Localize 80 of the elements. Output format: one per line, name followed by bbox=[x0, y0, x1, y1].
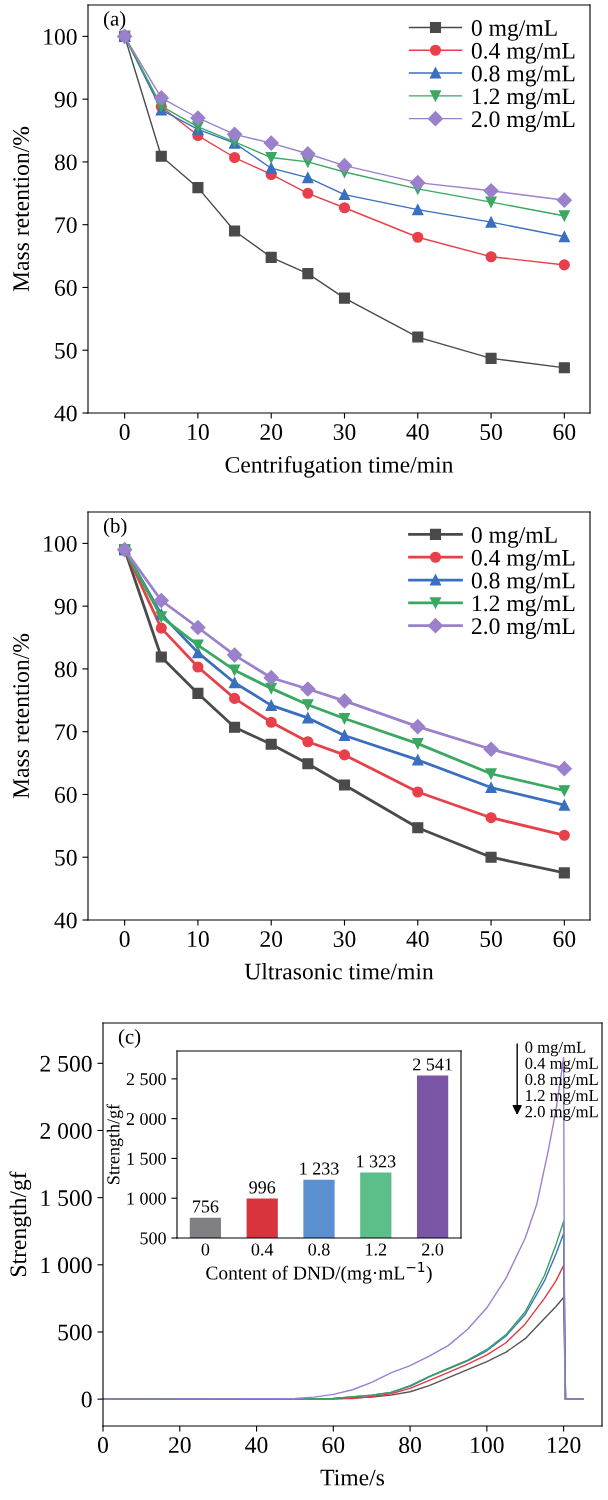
annotation: (a) bbox=[103, 11, 126, 31]
y-axis-title: Strength/gf bbox=[9, 1171, 32, 1277]
legend-label: 0.4 mg/mL bbox=[471, 42, 575, 64]
x-tick-label: 20 bbox=[260, 424, 283, 441]
legend-label: 2.0 mg/mL bbox=[471, 618, 575, 639]
x-tick-label: 50 bbox=[480, 931, 502, 948]
x-tick-label: 120 bbox=[547, 1437, 581, 1454]
y-tick-label: 90 bbox=[54, 91, 77, 108]
annotation: (b) bbox=[103, 518, 127, 538]
x-tick-label: 10 bbox=[188, 931, 209, 948]
y-tick-label: 40 bbox=[54, 405, 77, 422]
x-tick-label: 30 bbox=[333, 424, 356, 441]
x-tick-label: 0 bbox=[98, 1437, 108, 1454]
x-tick-label: 40 bbox=[245, 1437, 268, 1454]
y-axis-title: Mass retention/% bbox=[13, 126, 30, 292]
y-tick-label: 2 000 bbox=[40, 1122, 92, 1139]
legend-label: 0.8 mg/mL bbox=[471, 572, 575, 594]
x-axis-title: Content of DND/(mg·mL$^{−1}$) bbox=[206, 1262, 432, 1284]
y-tick-label: 500 bbox=[140, 1232, 166, 1245]
data-label: 1 323 bbox=[357, 1155, 396, 1168]
x-tick-label: 20 bbox=[260, 931, 283, 948]
x-tick-label: 40 bbox=[406, 931, 429, 948]
x-axis-title: Time/s bbox=[320, 1469, 385, 1486]
y-tick-label: 70 bbox=[55, 217, 77, 234]
y-tick-label: 40 bbox=[54, 912, 77, 929]
y-axis-title: Strength/gf bbox=[106, 1103, 124, 1184]
y-tick-label: 70 bbox=[55, 724, 77, 741]
y-tick-label: 100 bbox=[44, 28, 77, 45]
x-tick-label: 1.2 bbox=[366, 1243, 387, 1256]
y-tick-label: 500 bbox=[58, 1324, 92, 1341]
x-axis-title: Ultrasonic time/min bbox=[244, 962, 434, 980]
y-tick-label: 1 500 bbox=[41, 1190, 92, 1207]
data-label: 2 541 bbox=[413, 1058, 452, 1071]
x-tick-label: 2.0 bbox=[422, 1243, 444, 1256]
x-tick-label: 10 bbox=[188, 424, 209, 441]
x-tick-label: 0.8 bbox=[308, 1243, 330, 1256]
x-tick-label: 0.4 bbox=[251, 1243, 274, 1256]
y-tick-label: 1 500 bbox=[127, 1152, 166, 1165]
y-tick-label: 90 bbox=[54, 598, 77, 615]
legend-label: 0 mg/mL bbox=[471, 19, 557, 41]
y-tick-label: 2 500 bbox=[126, 1073, 166, 1086]
y-tick-label: 50 bbox=[55, 342, 77, 359]
y-tick-label: 1 000 bbox=[41, 1257, 92, 1274]
y-tick-label: 2 000 bbox=[126, 1112, 166, 1126]
legend-label: 0 mg/mL bbox=[471, 526, 557, 548]
x-tick-label: 50 bbox=[480, 424, 502, 441]
x-tick-label: 40 bbox=[406, 424, 429, 441]
y-axis-title: Mass retention/% bbox=[13, 633, 30, 799]
x-axis-title: Centrifugation time/min bbox=[225, 455, 454, 478]
x-tick-label: 0 bbox=[201, 1243, 210, 1256]
y-tick-label: 100 bbox=[44, 535, 77, 552]
y-tick-label: 80 bbox=[54, 661, 77, 678]
y-tick-label: 60 bbox=[54, 279, 77, 296]
annotation: 0.8 mg/mL bbox=[525, 1073, 598, 1089]
y-tick-label: 60 bbox=[54, 786, 77, 803]
y-tick-label: 80 bbox=[54, 154, 77, 171]
annotation: 2.0 mg/mL bbox=[525, 1106, 598, 1121]
y-tick-label: 2 500 bbox=[40, 1055, 92, 1072]
x-tick-label: 80 bbox=[399, 1437, 421, 1454]
x-tick-label: 60 bbox=[322, 1437, 345, 1454]
legend-label: 1.2 mg/mL bbox=[472, 88, 575, 110]
x-tick-label: 20 bbox=[169, 1437, 191, 1454]
legend-label: 0.8 mg/mL bbox=[471, 65, 575, 87]
x-tick-label: 30 bbox=[333, 931, 356, 948]
y-tick-label: 1 000 bbox=[127, 1192, 166, 1205]
annotation: (c) bbox=[118, 1029, 141, 1048]
x-tick-label: 60 bbox=[553, 931, 576, 948]
data-label: 756 bbox=[193, 1200, 219, 1213]
y-tick-label: 50 bbox=[55, 849, 77, 866]
legend-label: 1.2 mg/mL bbox=[472, 595, 575, 617]
annotation: 0 mg/mL bbox=[525, 1041, 586, 1057]
annotation: 1.2 mg/mL bbox=[526, 1089, 598, 1105]
y-tick-label: 0 bbox=[81, 1391, 92, 1408]
annotation: 0.4 mg/mL bbox=[525, 1057, 598, 1073]
x-tick-label: 60 bbox=[553, 424, 576, 441]
legend-label: 0.4 mg/mL bbox=[471, 549, 575, 571]
data-label: 996 bbox=[249, 1181, 276, 1194]
legend-label: 2.0 mg/mL bbox=[471, 111, 575, 132]
x-tick-label: 100 bbox=[471, 1437, 504, 1454]
data-label: 1 233 bbox=[300, 1162, 339, 1175]
